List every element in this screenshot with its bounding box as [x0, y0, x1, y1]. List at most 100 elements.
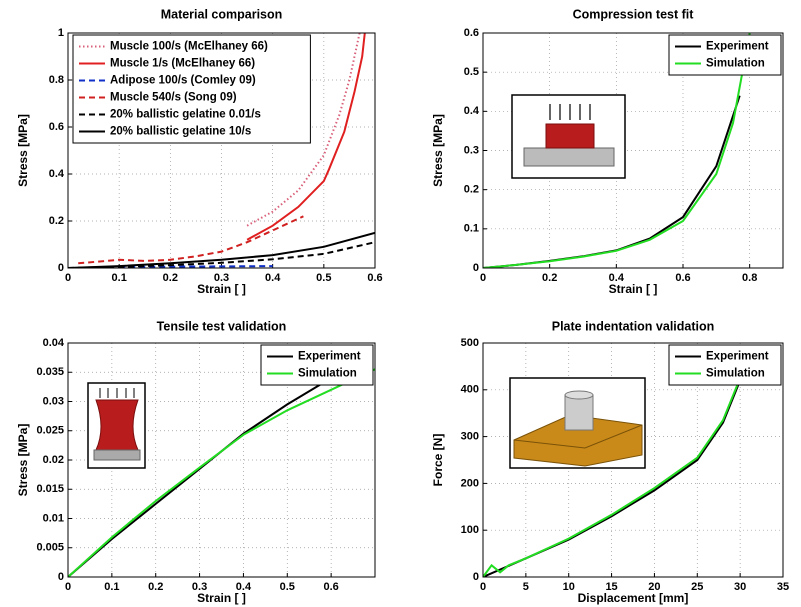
legend-label: Muscle 1/s (McElhaney 66): [110, 58, 255, 70]
x-tick-label: 0.8: [742, 272, 757, 284]
y-tick-label: 0: [58, 262, 64, 274]
chart-title: Material comparison: [161, 7, 283, 21]
y-tick-label: 0.02: [43, 454, 64, 466]
x-tick-label: 0: [480, 272, 486, 284]
y-axis-label: Stress [MPa]: [16, 114, 30, 187]
plot-frame: [482, 342, 784, 578]
y-tick-label: 0.025: [36, 425, 64, 437]
x-tick-label: 0.3: [192, 581, 207, 593]
x-tick-label: 0.4: [265, 272, 281, 284]
x-tick-label: 20: [648, 581, 660, 593]
chart-title: Plate indentation validation: [552, 319, 715, 333]
panel: Plate indentation validation 0 5 10 15 20 25 30…: [431, 319, 789, 605]
x-tick-label: 0.1: [112, 272, 127, 284]
y-tick-label: 0.4: [49, 168, 65, 180]
y-tick-label: 200: [461, 477, 479, 489]
y-tick-label: 0: [473, 262, 479, 274]
series-line: [68, 368, 375, 577]
legend-box: [668, 34, 782, 76]
legend-label: Simulation: [298, 368, 357, 380]
y-tick-label: 0.035: [36, 366, 64, 378]
chart-title: Compression test fit: [573, 7, 695, 21]
legend-label: Simulation: [706, 58, 765, 70]
x-tick-label: 30: [734, 581, 746, 593]
x-tick-label: 0: [65, 581, 71, 593]
y-tick-label: 100: [461, 524, 479, 536]
y-tick-label: 0.2: [464, 184, 479, 196]
y-tick-label: 0.1: [464, 223, 479, 235]
series-line: [246, 33, 361, 227]
legend: Experiment Simulation: [668, 34, 782, 76]
legend-label: Experiment: [298, 351, 361, 363]
legend-box: [668, 344, 782, 386]
x-tick-label: 0.4: [236, 581, 252, 593]
y-axis-label: Stress [MPa]: [16, 424, 30, 497]
y-tick-label: 0.01: [43, 512, 64, 524]
y-tick-label: 0.03: [43, 395, 64, 407]
x-tick-label: 0.5: [280, 581, 295, 593]
series-line: [78, 215, 304, 265]
x-tick-label: 0.2: [163, 272, 178, 284]
compression-inset: [511, 94, 626, 179]
x-tick-label: 15: [605, 581, 617, 593]
y-tick-label: 0.4: [464, 105, 480, 117]
y-tick-label: 1: [58, 27, 64, 39]
x-tick-label: 0.2: [542, 272, 557, 284]
legend-label: Muscle 100/s (McElhaney 66): [110, 41, 268, 53]
x-tick-label: 0.3: [214, 272, 229, 284]
legend-label: Experiment: [706, 41, 769, 53]
legend-label: Adipose 100/s (Comley 09): [110, 75, 256, 87]
x-tick-label: 0.6: [367, 272, 382, 284]
legend: Experiment Simulation: [260, 344, 374, 386]
y-tick-label: 0.015: [36, 483, 64, 495]
y-tick-label: 300: [461, 431, 479, 443]
tensile-inset: [87, 382, 146, 469]
y-axis-label: Stress [MPa]: [431, 114, 445, 187]
x-tick-label: 0.1: [104, 581, 119, 593]
legend-label: 20% ballistic gelatine 10/s: [110, 126, 251, 138]
x-axis-label: Strain [ ]: [609, 282, 658, 296]
x-axis-label: Strain [ ]: [197, 591, 246, 605]
x-tick-label: 10: [563, 581, 575, 593]
legend-box: [72, 34, 311, 144]
series-line: [246, 33, 366, 241]
x-tick-label: 35: [777, 581, 789, 593]
series-line: [483, 33, 751, 268]
series-line: [68, 231, 375, 268]
legend: Muscle 100/s (McElhaney 66) Muscle 1/s (M…: [72, 34, 311, 144]
legend-box: [260, 344, 374, 386]
plot-frame: [482, 32, 784, 269]
y-tick-label: 0.8: [49, 74, 64, 86]
plot-frame: [67, 32, 376, 269]
chart-title: Tensile test validation: [157, 319, 287, 333]
series-line: [119, 265, 273, 268]
y-tick-label: 0.6: [49, 121, 64, 133]
y-tick-label: 500: [461, 337, 479, 349]
x-tick-label: 0.6: [323, 581, 338, 593]
panel: Material comparison 0 0.1 0.2 0.3 0.4 0.5 0.6 0 0…: [16, 7, 382, 296]
y-tick-label: 0: [473, 571, 479, 583]
legend-label: 20% ballistic gelatine 0.01/s: [110, 109, 261, 121]
y-tick-label: 0.005: [36, 542, 64, 554]
x-axis-label: Strain [ ]: [197, 282, 246, 296]
y-tick-label: 0.04: [43, 337, 65, 349]
y-tick-label: 0: [58, 571, 64, 583]
x-tick-label: 25: [691, 581, 703, 593]
y-tick-label: 400: [461, 384, 479, 396]
y-tick-label: 0.3: [464, 144, 479, 156]
x-tick-label: 0.6: [675, 272, 690, 284]
series-line: [483, 377, 742, 577]
x-tick-label: 0.5: [316, 272, 331, 284]
legend-label: Experiment: [706, 351, 769, 363]
indentation-inset: [509, 377, 646, 469]
y-tick-label: 0.6: [464, 27, 479, 39]
legend-label: Muscle 540/s (Song 09): [110, 92, 237, 104]
plot-frame: [67, 342, 376, 578]
y-tick-label: 0.5: [464, 66, 479, 78]
x-tick-label: 0: [480, 581, 486, 593]
x-axis-label: Displacement [mm]: [578, 591, 689, 605]
legend: Experiment Simulation: [668, 344, 782, 386]
x-tick-label: 0: [65, 272, 71, 284]
y-axis-label: Force [N]: [431, 434, 445, 487]
